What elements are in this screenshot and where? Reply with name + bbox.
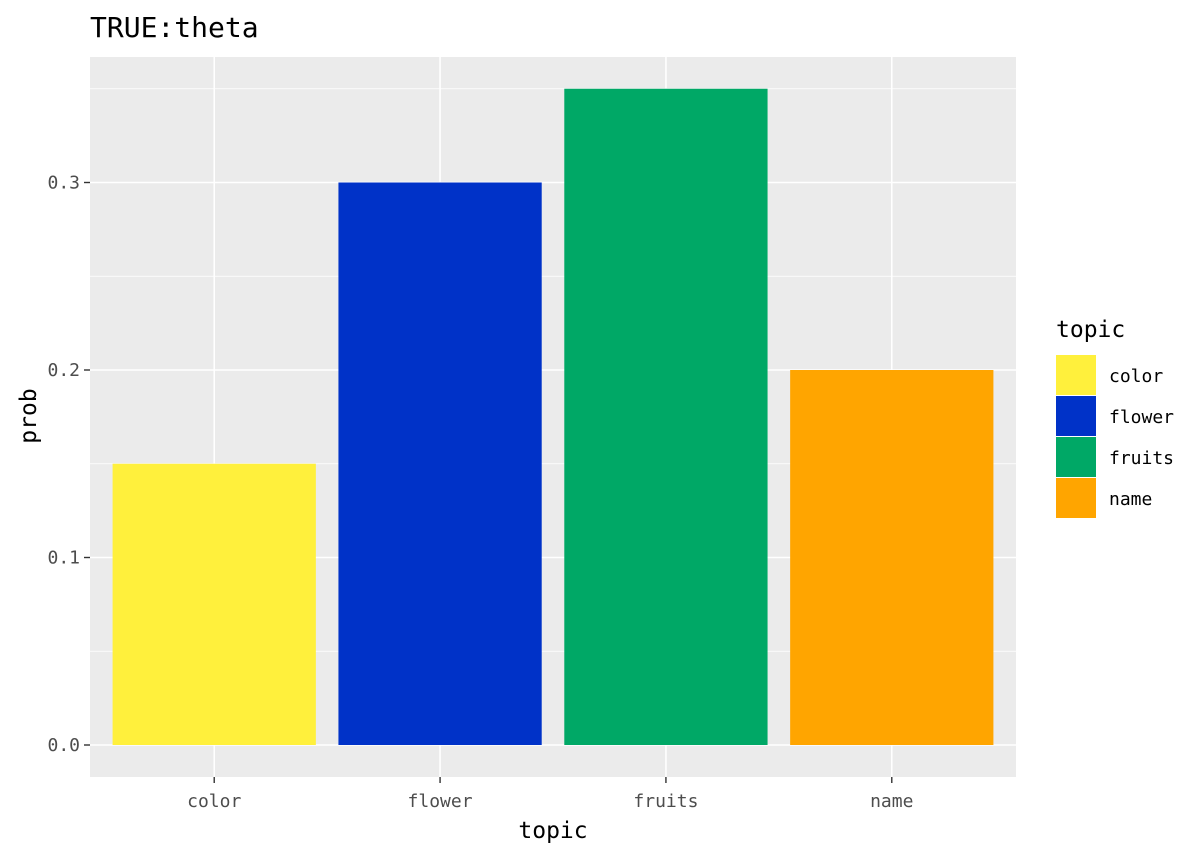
y-tick-label: 0.1 xyxy=(47,548,80,569)
y-axis-ticks: 0.0 0.1 0.2 0.3 xyxy=(47,173,90,756)
y-tick-label: 0.0 xyxy=(47,735,80,756)
bar-name xyxy=(790,370,994,745)
bar-flower xyxy=(338,182,542,745)
legend: color flower fruits name xyxy=(1056,355,1174,518)
x-tick-label: flower xyxy=(408,791,473,812)
y-tick-label: 0.2 xyxy=(47,360,80,381)
legend-key-flower xyxy=(1056,396,1096,436)
x-tick-label: color xyxy=(187,791,241,812)
y-axis-title: prob xyxy=(16,388,42,443)
x-axis-ticks: color flower fruits name xyxy=(187,777,913,812)
legend-title: topic xyxy=(1056,317,1125,343)
legend-label: color xyxy=(1109,366,1163,387)
x-tick-label: name xyxy=(870,791,913,812)
y-tick-label: 0.3 xyxy=(47,173,80,194)
x-tick-label: fruits xyxy=(633,791,698,812)
chart-title: TRUE:theta xyxy=(90,11,259,44)
legend-label: fruits xyxy=(1109,448,1174,469)
legend-label: name xyxy=(1109,489,1152,510)
legend-key-fruits xyxy=(1056,437,1096,477)
legend-label: flower xyxy=(1109,407,1174,428)
x-axis-title: topic xyxy=(518,818,587,844)
bars xyxy=(112,88,994,745)
legend-key-name xyxy=(1056,478,1096,518)
bar-color xyxy=(112,463,316,745)
legend-key-color xyxy=(1056,355,1096,395)
bar-fruits xyxy=(564,88,768,745)
